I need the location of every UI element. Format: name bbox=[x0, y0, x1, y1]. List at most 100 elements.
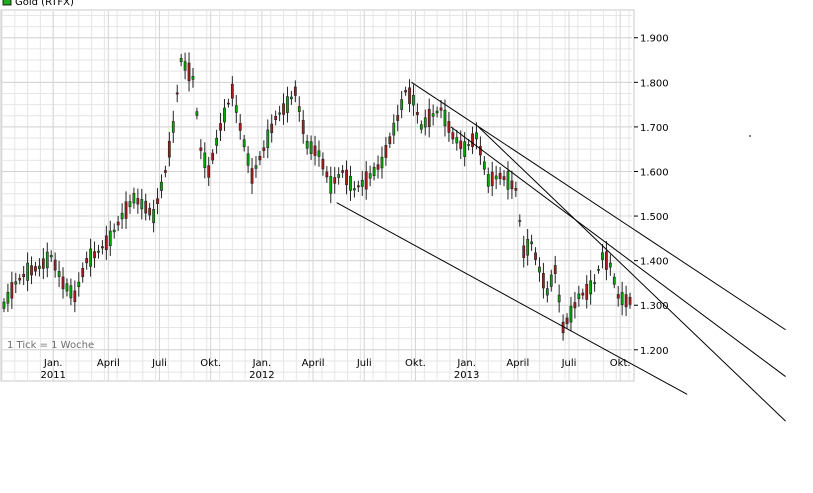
candle-up bbox=[108, 230, 112, 247]
candle-down bbox=[451, 132, 455, 140]
candle-up bbox=[309, 141, 313, 154]
candle-down bbox=[416, 111, 419, 116]
candle-down bbox=[542, 273, 545, 289]
candle-down bbox=[345, 169, 348, 186]
candle-down bbox=[364, 171, 368, 190]
x-tick-label: April bbox=[97, 358, 120, 369]
candle-down bbox=[447, 121, 451, 133]
candle-down bbox=[164, 170, 167, 173]
y-tick-label: 1.400 bbox=[640, 257, 669, 268]
x-tick-label: Juli bbox=[356, 358, 372, 369]
candle-down bbox=[250, 168, 254, 184]
candle-up bbox=[14, 281, 18, 285]
candle-up bbox=[419, 124, 423, 130]
candle-down bbox=[61, 276, 65, 290]
candle-down bbox=[73, 290, 77, 303]
candle-up bbox=[191, 76, 195, 80]
candle-down bbox=[238, 123, 242, 131]
candles bbox=[2, 52, 632, 341]
candle-up bbox=[601, 252, 604, 260]
candle-down bbox=[53, 259, 57, 271]
candle-up bbox=[77, 281, 81, 288]
candle-up bbox=[69, 285, 73, 299]
grid bbox=[1, 11, 632, 381]
candle-up bbox=[557, 294, 561, 303]
candle-down bbox=[313, 145, 317, 156]
candle-up bbox=[278, 112, 281, 115]
candle-down bbox=[230, 83, 234, 99]
candle-down bbox=[293, 86, 297, 96]
candle-down bbox=[116, 221, 120, 226]
y-tick-label: 1.200 bbox=[640, 346, 669, 357]
candle-up bbox=[26, 262, 29, 281]
candle-up bbox=[242, 139, 246, 148]
candle-up bbox=[506, 171, 510, 190]
candle-up bbox=[368, 173, 372, 179]
candle-down bbox=[616, 294, 620, 299]
candle-up bbox=[38, 265, 41, 269]
candle-up bbox=[120, 212, 124, 220]
candle-up bbox=[538, 266, 541, 273]
candle-up bbox=[171, 121, 175, 133]
candle-up bbox=[246, 153, 250, 166]
candle-up bbox=[577, 293, 581, 299]
y-tick-label: 1.800 bbox=[640, 78, 669, 89]
candle-up bbox=[329, 176, 333, 194]
candle-down bbox=[301, 119, 305, 134]
candle-up bbox=[6, 292, 10, 304]
candle-down bbox=[270, 123, 274, 134]
x-tick-label: Okt. bbox=[405, 358, 426, 369]
candle-up bbox=[463, 141, 467, 157]
candle-up bbox=[475, 132, 478, 140]
candle-up bbox=[254, 165, 258, 169]
candle-up bbox=[589, 280, 593, 295]
candle-up bbox=[290, 96, 293, 100]
candle-down bbox=[510, 180, 514, 190]
candle-up bbox=[620, 292, 624, 305]
candle-down bbox=[282, 103, 285, 115]
candle-up bbox=[530, 241, 533, 245]
candle-up bbox=[431, 113, 435, 117]
candle-down bbox=[30, 265, 33, 276]
candle-down bbox=[581, 292, 585, 296]
candle-up bbox=[152, 209, 155, 224]
candle-down bbox=[321, 158, 325, 170]
candle-down bbox=[439, 107, 443, 111]
legend-label: Gold (RTFX) bbox=[15, 0, 74, 8]
x-tick-label: Juli bbox=[151, 358, 167, 369]
candle-down bbox=[10, 282, 14, 299]
candle-down bbox=[585, 283, 589, 300]
x-tick-label: Juli bbox=[561, 358, 577, 369]
candle-down bbox=[341, 170, 344, 173]
trend-line bbox=[411, 81, 786, 331]
candle-up bbox=[179, 58, 183, 63]
candle-up bbox=[494, 175, 498, 180]
candle-down bbox=[605, 251, 608, 270]
candle-up bbox=[423, 117, 427, 128]
candle-up bbox=[195, 111, 199, 116]
candle-down bbox=[85, 258, 89, 264]
candle-up bbox=[45, 251, 49, 269]
y-tick-label: 1.900 bbox=[640, 34, 669, 45]
legend: Gold (RTFX) bbox=[2, 0, 74, 8]
candle-up bbox=[132, 193, 136, 204]
candle-up bbox=[526, 239, 530, 256]
candle-down bbox=[573, 302, 577, 309]
x-tick-year: 2012 bbox=[249, 370, 274, 381]
candle-down bbox=[479, 146, 482, 156]
candle-up bbox=[183, 61, 187, 71]
candle-down bbox=[18, 277, 22, 281]
candle-up bbox=[140, 199, 144, 210]
plot-area bbox=[0, 9, 635, 382]
candle-down bbox=[553, 265, 557, 274]
candle-up bbox=[97, 250, 100, 253]
candle-down bbox=[219, 123, 222, 131]
candle-down bbox=[167, 140, 171, 158]
candle-up bbox=[112, 229, 116, 233]
candle-up bbox=[353, 188, 356, 191]
candle-down bbox=[490, 171, 494, 187]
x-tick-label: April bbox=[302, 358, 325, 369]
x-tick-label: Jan. bbox=[252, 358, 272, 369]
